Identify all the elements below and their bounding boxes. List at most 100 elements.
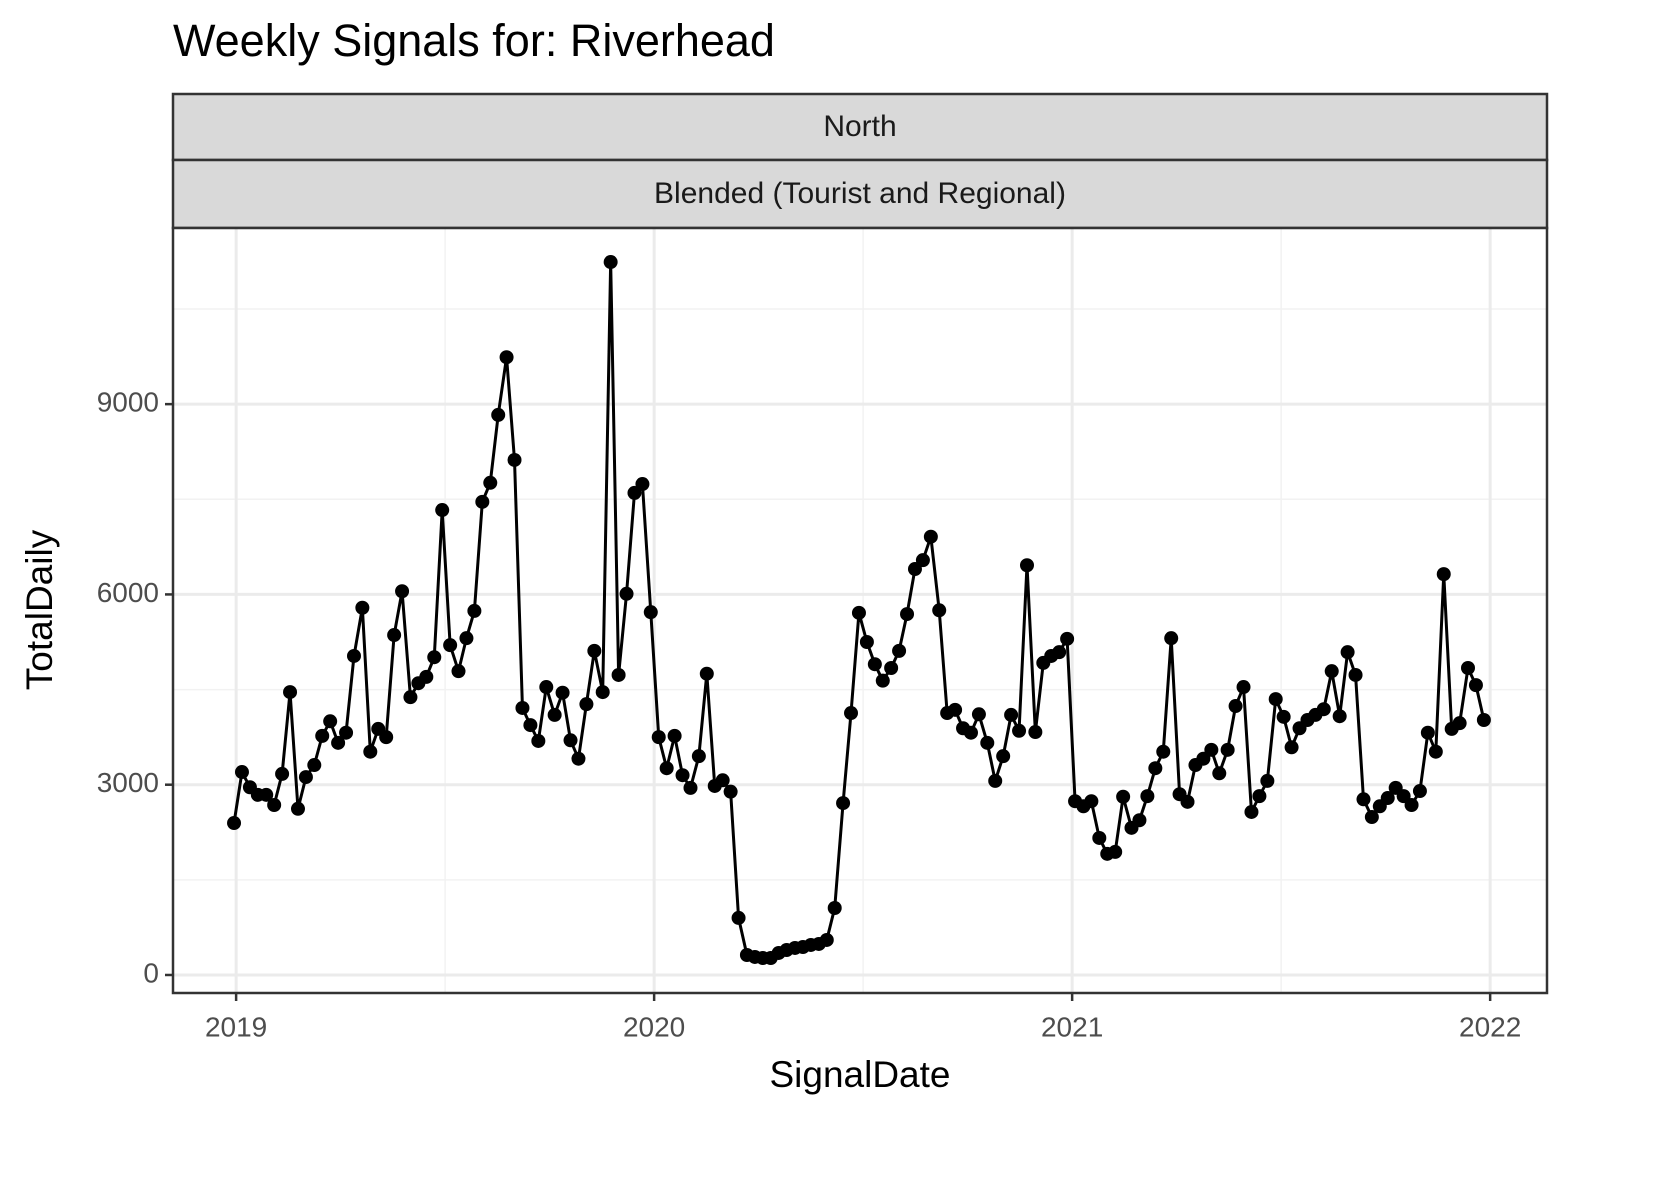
data-point xyxy=(844,706,859,721)
data-point xyxy=(298,770,313,785)
data-point xyxy=(892,643,907,658)
data-point xyxy=(1060,631,1075,646)
data-point xyxy=(1084,794,1099,809)
data-point xyxy=(339,725,354,740)
data-point xyxy=(1140,789,1155,804)
data-point xyxy=(1260,773,1275,788)
data-point xyxy=(923,529,938,544)
data-point xyxy=(1004,707,1019,722)
data-point xyxy=(635,477,650,492)
data-point xyxy=(691,749,706,764)
data-point xyxy=(643,605,658,620)
data-point xyxy=(595,685,610,700)
data-point xyxy=(283,685,298,700)
data-point xyxy=(1236,680,1251,695)
data-point xyxy=(1132,813,1147,828)
data-point xyxy=(619,586,634,601)
data-point xyxy=(819,932,834,947)
data-point xyxy=(563,733,578,748)
data-point xyxy=(587,643,602,658)
data-point xyxy=(346,648,361,663)
chart-title: Weekly Signals for: Riverhead xyxy=(173,15,775,66)
data-point xyxy=(275,766,290,781)
y-tick-label: 3000 xyxy=(97,767,159,798)
data-point xyxy=(1468,678,1483,693)
data-point xyxy=(507,452,522,467)
data-point xyxy=(290,801,305,816)
data-point xyxy=(419,669,434,684)
data-point xyxy=(1268,692,1283,707)
data-point xyxy=(851,605,866,620)
data-point xyxy=(395,584,410,599)
data-point xyxy=(1244,804,1259,819)
data-point xyxy=(1284,740,1299,755)
data-point xyxy=(459,631,474,646)
data-point xyxy=(515,700,530,715)
data-point xyxy=(475,494,490,509)
data-point xyxy=(1364,810,1379,825)
data-point xyxy=(1212,766,1227,781)
data-point xyxy=(1404,798,1419,813)
data-point xyxy=(603,255,618,270)
data-point xyxy=(971,707,986,722)
facet-strip xyxy=(171,92,1549,162)
data-point xyxy=(1332,709,1347,724)
data-point xyxy=(651,730,666,745)
data-point xyxy=(1180,794,1195,809)
data-point xyxy=(571,751,586,766)
data-point xyxy=(1012,723,1027,738)
facet-label: Blended (Tourist and Regional) xyxy=(654,177,1066,210)
data-point xyxy=(331,735,346,750)
data-point xyxy=(259,787,274,802)
data-point xyxy=(1019,558,1034,573)
data-point xyxy=(1316,702,1331,717)
data-point xyxy=(523,718,538,733)
data-point xyxy=(1356,792,1371,807)
data-point xyxy=(403,690,418,705)
data-point xyxy=(667,728,682,743)
data-point xyxy=(1052,645,1067,660)
data-point xyxy=(539,680,554,695)
data-point xyxy=(1164,631,1179,646)
data-point xyxy=(1204,742,1219,757)
data-point xyxy=(731,910,746,925)
x-tick-label: 2020 xyxy=(623,1011,685,1042)
facet-label: North xyxy=(823,110,896,143)
x-tick-label: 2021 xyxy=(1041,1011,1103,1042)
plot-marks xyxy=(227,255,1491,965)
data-point xyxy=(1092,830,1107,845)
data-point xyxy=(491,407,506,422)
data-point xyxy=(1452,716,1467,731)
data-point xyxy=(1228,699,1243,714)
data-point xyxy=(948,702,963,717)
facet-strip xyxy=(171,158,1549,230)
data-point xyxy=(531,733,546,748)
data-point xyxy=(915,553,930,568)
data-point xyxy=(1220,742,1235,757)
y-axis-label: TotalDaily xyxy=(19,529,60,690)
data-point xyxy=(1252,789,1267,804)
data-point xyxy=(1380,791,1395,806)
data-point xyxy=(307,758,322,773)
data-point xyxy=(323,714,338,729)
data-point xyxy=(363,744,378,759)
data-point xyxy=(836,796,851,811)
data-point xyxy=(859,634,874,649)
x-tick-label: 2022 xyxy=(1459,1011,1521,1042)
data-point xyxy=(980,735,995,750)
data-point xyxy=(451,664,466,679)
y-tick-label: 6000 xyxy=(97,577,159,608)
data-point xyxy=(467,603,482,618)
x-tick-label: 2019 xyxy=(205,1011,267,1042)
data-point xyxy=(1412,784,1427,799)
data-point xyxy=(1028,725,1043,740)
data-point xyxy=(900,607,915,622)
data-point xyxy=(996,749,1011,764)
data-point xyxy=(1108,844,1123,859)
data-point xyxy=(267,798,282,813)
data-point xyxy=(483,475,498,490)
axes: 0 3000 6000 9000 2019 2020 2021 2022 xyxy=(97,387,1522,1043)
data-point xyxy=(875,673,890,688)
data-point xyxy=(963,725,978,740)
